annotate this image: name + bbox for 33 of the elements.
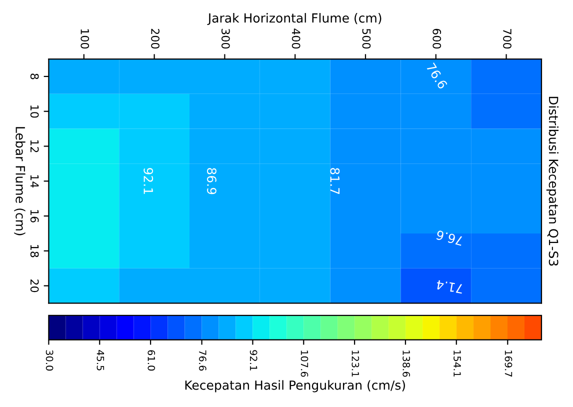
y-tick-label: 10 — [30, 105, 39, 118]
color-bar-label: 92.1 — [250, 350, 258, 370]
x-tick-label: 200 — [151, 28, 160, 49]
color-bar-label: 61.0 — [148, 350, 156, 371]
text: Distribusi Kecepatan Q1-S3 — [546, 96, 559, 266]
color-bar-label: 138.6 — [402, 350, 410, 377]
color-bar-label: 76.6 — [198, 350, 206, 371]
color-bar-label: 154.1 — [454, 350, 461, 376]
y-tick-label: 16 — [30, 210, 39, 222]
color-bar-label: 123.1 — [352, 350, 360, 376]
x-tick-label: 400 — [292, 28, 300, 49]
color-bar-label: 107.6 — [300, 350, 308, 377]
y-tick-label: 8 — [30, 74, 39, 80]
annotation: 86.9 — [206, 168, 216, 194]
x-tick-label: 300 — [221, 28, 230, 49]
x-tick-label: 100 — [80, 29, 90, 49]
color-bar-title: Kecepatan Hasil Pengukuran (cm/s) — [185, 380, 405, 392]
y-tick-label: 12 — [30, 140, 39, 152]
y-tick-label: 20 — [30, 280, 39, 292]
annotation: 81.7 — [330, 168, 340, 194]
x-axis-title: Jarak Horizontal Flume (cm) — [207, 13, 382, 26]
y-axis-title: Lebar Flume (cm) — [14, 127, 26, 236]
x-tick-label: 600 — [432, 28, 442, 49]
y-tick-label: 18 — [30, 245, 39, 258]
color-bar-label: 45.5 — [96, 350, 104, 370]
x-tick-label: 500 — [362, 28, 371, 49]
annotation: 76.6 — [436, 230, 464, 246]
x-tick-label: 700 — [503, 28, 512, 49]
color-bar-label: 30.0 — [46, 350, 54, 371]
annotation: 71.4 — [436, 280, 464, 294]
y-tick-label: 14 — [30, 175, 39, 188]
annotation: 92.1 — [144, 168, 154, 194]
color-bar-label: 169.7 — [504, 350, 512, 377]
